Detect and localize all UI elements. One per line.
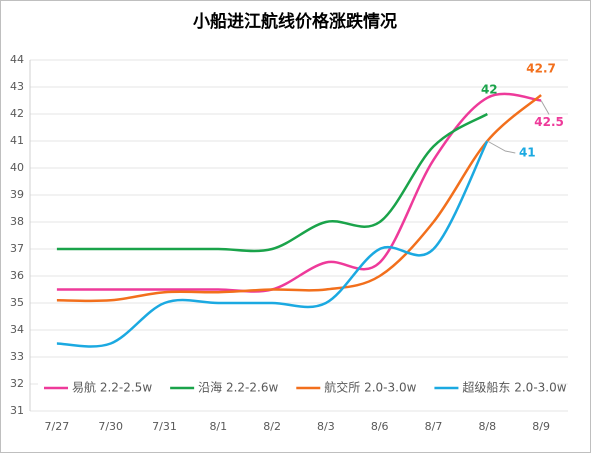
label-leader — [487, 140, 516, 154]
y-tick-label: 39 — [10, 188, 24, 201]
y-tick-label: 40 — [10, 161, 24, 174]
series-line — [56, 140, 489, 348]
y-tick-label: 43 — [10, 80, 24, 93]
label-leader — [540, 100, 550, 115]
x-tick-label: 8/2 — [263, 420, 281, 433]
series-line — [56, 112, 488, 253]
legend-label: 易航 2.2-2.5w — [72, 380, 152, 395]
x-tick-label: 7/30 — [98, 420, 123, 433]
legend-label: 航交所 2.0-3.0w — [324, 380, 416, 395]
x-tick-label: 8/3 — [317, 420, 335, 433]
x-tick-label: 8/1 — [209, 420, 227, 433]
y-tick-label: 33 — [10, 350, 24, 363]
y-tick-label: 36 — [10, 269, 24, 282]
y-tick-label: 34 — [10, 323, 24, 336]
data-label: 41 — [519, 146, 536, 160]
y-tick-label: 31 — [10, 404, 24, 417]
y-tick-label: 35 — [10, 296, 24, 309]
x-tick-label: 7/27 — [45, 420, 70, 433]
y-tick-label: 38 — [10, 215, 24, 228]
legend-label: 沿海 2.2-2.6w — [198, 380, 278, 395]
x-tick-label: 8/6 — [371, 420, 389, 433]
y-tick-label: 32 — [10, 377, 24, 390]
chart-title: 小船进江航线价格涨跌情况 — [193, 11, 397, 32]
x-tick-label: 8/7 — [425, 420, 443, 433]
series-line — [56, 92, 542, 293]
x-tick-label: 7/31 — [152, 420, 177, 433]
y-tick-label: 37 — [10, 242, 24, 255]
data-label: 42 — [481, 83, 498, 97]
y-tick-label: 42 — [10, 107, 24, 120]
y-tick-label: 44 — [10, 53, 24, 66]
x-tick-label: 8/9 — [532, 420, 550, 433]
series-line — [56, 94, 542, 303]
legend: 易航 2.2-2.5w 沿海 2.2-2.6w 航交所 2.0-3.0w 超级船东 2… — [38, 376, 567, 400]
legend-label: 超级船东 2.0-3.0w — [462, 380, 566, 395]
y-tick-label: 41 — [10, 134, 24, 147]
data-label: 42.7 — [526, 62, 556, 76]
x-tick-label: 8/8 — [478, 420, 496, 433]
data-label: 42.5 — [534, 115, 564, 129]
